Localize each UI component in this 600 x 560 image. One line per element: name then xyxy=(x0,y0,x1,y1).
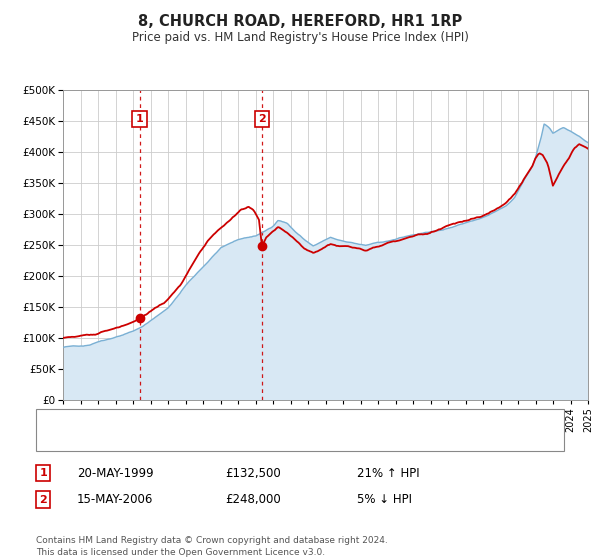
Text: 20-MAY-1999: 20-MAY-1999 xyxy=(77,466,154,480)
Text: 1: 1 xyxy=(136,114,143,124)
Text: 21% ↑ HPI: 21% ↑ HPI xyxy=(357,466,419,480)
Text: 1: 1 xyxy=(40,468,47,478)
Text: 15-MAY-2006: 15-MAY-2006 xyxy=(77,493,153,506)
Text: £132,500: £132,500 xyxy=(225,466,281,480)
Text: Price paid vs. HM Land Registry's House Price Index (HPI): Price paid vs. HM Land Registry's House … xyxy=(131,31,469,44)
Text: HPI: Average price, detached house, Herefordshire: HPI: Average price, detached house, Here… xyxy=(86,435,369,445)
Text: 2: 2 xyxy=(258,114,266,124)
Text: 8, CHURCH ROAD, HEREFORD, HR1 1RP: 8, CHURCH ROAD, HEREFORD, HR1 1RP xyxy=(138,14,462,29)
Text: 8, CHURCH ROAD, HEREFORD, HR1 1RP (detached house): 8, CHURCH ROAD, HEREFORD, HR1 1RP (detac… xyxy=(86,415,410,425)
Text: £248,000: £248,000 xyxy=(225,493,281,506)
Text: 2: 2 xyxy=(40,494,47,505)
Text: 5% ↓ HPI: 5% ↓ HPI xyxy=(357,493,412,506)
Text: Contains HM Land Registry data © Crown copyright and database right 2024.
This d: Contains HM Land Registry data © Crown c… xyxy=(36,536,388,557)
